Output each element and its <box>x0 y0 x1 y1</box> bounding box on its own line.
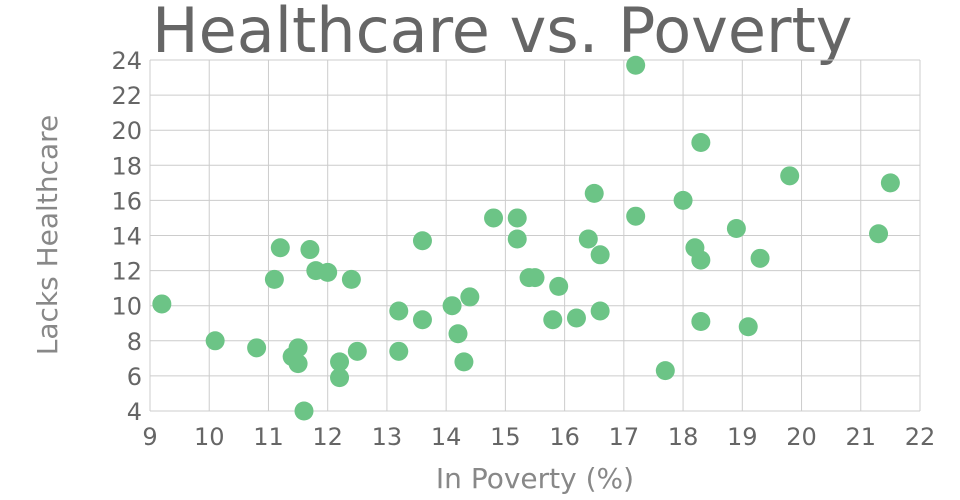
x-tick-label: 17 <box>609 423 640 451</box>
data-point <box>578 229 598 249</box>
tick-labels: 9 10 11 12 13 14 15 16 17 18 19 20 21 22 4 6 8 10 12 14 16 18… <box>111 47 935 451</box>
x-tick-label: 11 <box>253 423 284 451</box>
data-point <box>454 352 474 372</box>
data-point <box>543 310 563 330</box>
data-point <box>347 341 367 361</box>
x-tick-label: 12 <box>312 423 343 451</box>
data-point <box>300 240 320 260</box>
y-tick-label: 18 <box>111 152 142 180</box>
data-point <box>869 224 889 244</box>
x-tick-label: 13 <box>372 423 403 451</box>
y-tick-label: 14 <box>111 223 142 251</box>
data-point <box>152 294 172 314</box>
grid <box>149 59 921 412</box>
data-point <box>330 368 350 388</box>
y-tick-label: 12 <box>111 258 142 286</box>
data-point <box>655 361 675 381</box>
x-tick-label: 15 <box>490 423 521 451</box>
data-point <box>205 331 225 351</box>
x-tick-label: 16 <box>549 423 580 451</box>
data-point <box>448 324 468 344</box>
x-tick-label: 9 <box>142 423 157 451</box>
data-point <box>673 190 693 210</box>
data-point <box>691 250 711 270</box>
x-tick-label: 18 <box>668 423 699 451</box>
y-tick-label: 8 <box>127 328 142 356</box>
y-tick-label: 24 <box>111 47 142 75</box>
x-tick-label: 14 <box>431 423 462 451</box>
data-point <box>484 208 504 228</box>
data-point <box>780 166 800 186</box>
data-point <box>288 338 308 358</box>
data-point <box>288 354 308 374</box>
data-point <box>442 296 462 316</box>
data-point <box>590 245 610 265</box>
x-tick-label: 22 <box>905 423 936 451</box>
data-point <box>880 173 900 193</box>
data-point <box>691 132 711 152</box>
axes <box>149 60 920 412</box>
data-point <box>626 55 646 75</box>
y-tick-label: 16 <box>111 187 142 215</box>
y-tick-label: 4 <box>127 398 142 426</box>
data-point <box>264 269 284 289</box>
data-point <box>460 287 480 307</box>
data-point <box>330 352 350 372</box>
data-point <box>525 268 545 288</box>
x-tick-label: 10 <box>194 423 225 451</box>
data-point <box>590 301 610 321</box>
data-point <box>566 308 586 328</box>
data-point <box>584 183 604 203</box>
chart-title: Healthcare vs. Poverty <box>152 0 853 67</box>
data-point <box>750 248 770 268</box>
data-point <box>294 401 314 421</box>
y-tick-label: 20 <box>111 117 142 145</box>
y-tick-label: 10 <box>111 293 142 321</box>
x-tick-label: 21 <box>845 423 876 451</box>
y-axis-label: Lacks Healthcare <box>31 115 64 355</box>
data-point <box>318 262 338 282</box>
data-point <box>412 231 432 251</box>
x-axis-label: In Poverty (%) <box>436 462 634 495</box>
data-point <box>626 206 646 226</box>
y-tick-label: 6 <box>127 363 142 391</box>
data-point <box>389 301 409 321</box>
data-point <box>412 310 432 330</box>
y-tick-label: 22 <box>111 82 142 110</box>
data-point <box>247 338 267 358</box>
x-tick-label: 19 <box>727 423 758 451</box>
data-point <box>507 208 527 228</box>
data-point <box>691 311 711 331</box>
data-point <box>507 229 527 249</box>
x-tick-label: 20 <box>786 423 817 451</box>
data-point <box>726 218 746 238</box>
data-point <box>341 269 361 289</box>
data-points <box>152 55 900 421</box>
data-point <box>389 341 409 361</box>
data-point <box>738 317 758 337</box>
data-point <box>549 276 569 296</box>
data-point <box>270 238 290 258</box>
